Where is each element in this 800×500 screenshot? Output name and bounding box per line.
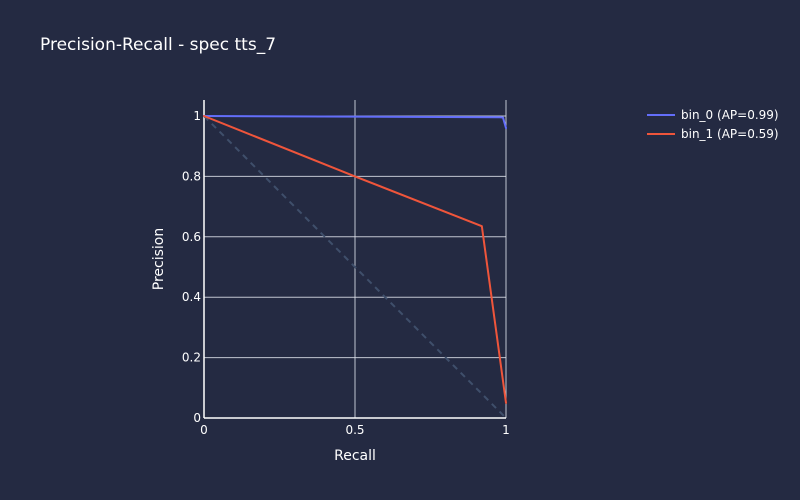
legend-label: bin_0 (AP=0.99) — [681, 108, 779, 122]
x-tick-label: 1 — [502, 423, 510, 437]
tick-labels: 0 0.5 1 0 0.2 0.4 0.6 0.8 1 — [182, 109, 510, 437]
series-lines — [203, 115, 507, 404]
series-line-bin_1 — [203, 115, 507, 404]
y-tick-label: 0 — [193, 411, 201, 425]
chart-title: Precision-Recall - spec tts_7 — [40, 35, 276, 55]
y-axis-title: Precision — [151, 228, 167, 290]
y-tick-label: 1 — [193, 109, 201, 123]
series-line-bin_0 — [203, 115, 507, 130]
y-tick-label: 0.2 — [182, 351, 201, 365]
y-tick-label: 0.4 — [182, 290, 201, 304]
baseline — [203, 115, 507, 419]
legend: bin_0 (AP=0.99) bin_1 (AP=0.59) — [647, 108, 779, 141]
y-tick-label: 0.8 — [182, 169, 201, 183]
x-tick-label: 0.5 — [345, 423, 364, 437]
random-baseline-line — [203, 115, 507, 419]
x-axis-title: Recall — [334, 448, 376, 464]
legend-label: bin_1 (AP=0.59) — [681, 127, 779, 141]
x-tick-label: 0 — [200, 423, 208, 437]
y-tick-label: 0.6 — [182, 230, 201, 244]
